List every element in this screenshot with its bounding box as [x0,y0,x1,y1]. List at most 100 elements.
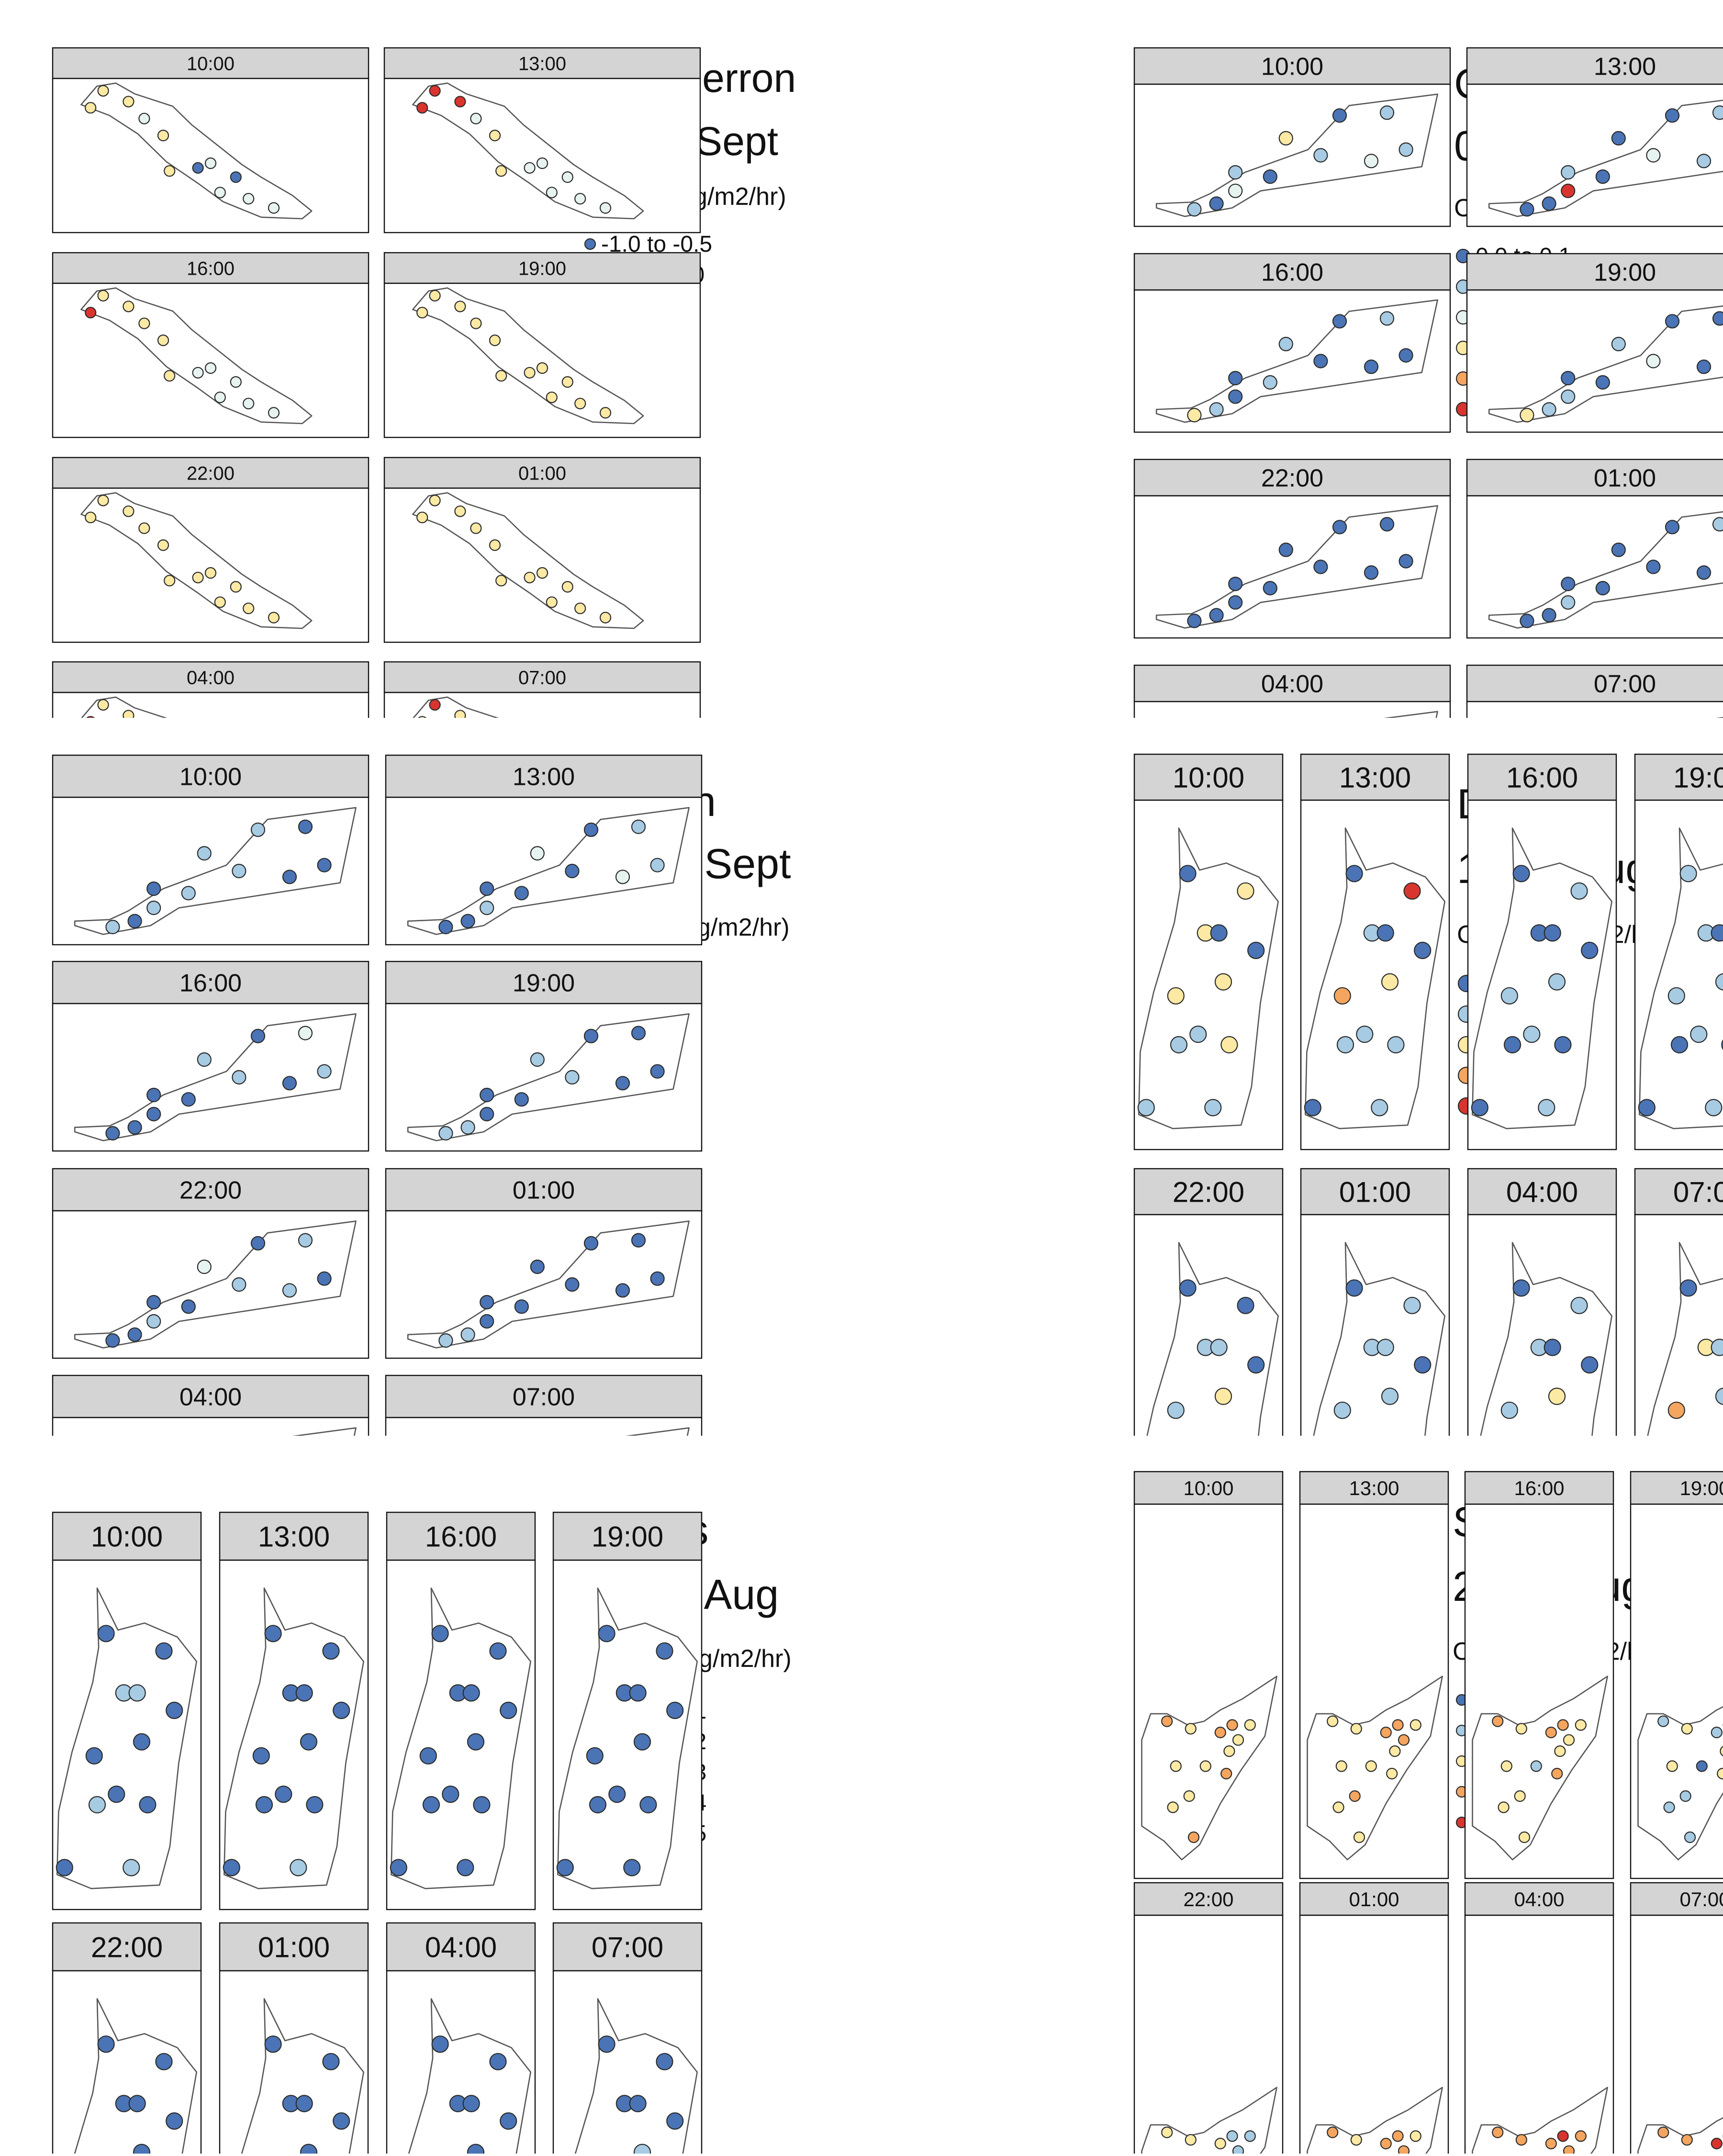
flux-point [1404,883,1421,899]
flux-point [599,1625,615,1642]
flux-point [439,1127,452,1140]
flux-point [480,1296,493,1309]
flux-point [85,512,96,523]
facet-panel: 19:00 [1635,754,1723,1150]
facet-time-label: 22:00 [1183,1888,1233,1910]
flux-point [106,920,119,934]
flux-point [1187,202,1201,216]
flux-point [147,1296,160,1309]
flux-point [251,1237,265,1250]
flux-point [1371,1099,1387,1116]
flux-point [1382,1388,1398,1405]
flux-point [391,1859,407,1876]
map-panel [1465,1915,1613,2154]
flux-point [205,568,216,578]
flux-point [1334,1402,1351,1419]
flux-point [531,1053,544,1066]
flux-point [106,1334,119,1347]
map-panel [384,78,700,233]
flux-point [537,363,548,373]
flux-point [1227,2131,1238,2141]
flux-point [299,1027,312,1040]
map-panel [553,1560,702,1910]
facet-panel: 13:00 [220,1512,368,1910]
flux-point [1667,1761,1678,1771]
flux-point [1399,555,1413,568]
facet-time-label: 13:00 [513,763,575,791]
flux-point [1245,1720,1255,1730]
flux-point [333,1702,349,1719]
map-panel [1468,1215,1616,1436]
facet-time-label: 13:00 [1594,53,1656,81]
flux-point [557,1859,573,1876]
facet-time-label: 01:00 [1349,1888,1399,1910]
flux-point [565,1071,579,1084]
facet-panel: 19:00 [386,961,702,1151]
map-panel [1134,1915,1283,2154]
flux-point [651,859,664,872]
facet-time-label: 13:00 [1349,1477,1399,1499]
flux-point [123,710,134,718]
pane-catfish-0607: Catfish 06-07 Sept CO2 flux (g/m2/hr) 0.… [862,0,1723,718]
flux-point [182,886,195,900]
flux-point [1229,596,1242,609]
flux-point [129,2095,145,2111]
facet-time-label: 04:00 [187,667,235,688]
flux-point [1377,925,1394,941]
facet-panel: 01:00 [1467,459,1723,638]
flux-point [1387,1768,1397,1779]
flux-point [1561,371,1575,385]
flux-point [1513,865,1530,882]
flux-point [1221,1768,1231,1779]
flux-point [1346,1280,1363,1296]
flux-point [1680,1791,1691,1801]
flux-point [439,920,452,934]
flux-point [1377,1339,1394,1355]
flux-point [1697,360,1711,373]
flux-point [1187,408,1201,422]
facet-time-label: 10:00 [187,53,235,74]
flux-point [1221,1037,1237,1053]
flux-point [1215,1727,1226,1738]
flux-point [432,2036,448,2052]
flux-point [139,1797,156,1813]
flux-point [1501,1761,1512,1771]
facet-time-label: 13:00 [258,1521,330,1553]
facet-panel: 07:00 [1635,1169,1723,1436]
facet-time-label: 16:00 [1506,762,1578,794]
flux-point [182,1093,195,1106]
flux-point [256,1797,272,1813]
flux-point [1337,1037,1354,1053]
flux-point [1186,2134,1196,2145]
facet-time-label: 10:00 [179,763,242,791]
flux-point [251,823,265,837]
flux-point [265,2036,281,2052]
map-panel [1301,1215,1449,1436]
pane-deans-3031: Deans 30-31 Aug CO2 flux (g/m2/hr) 0.0 t… [0,1436,862,2154]
flux-point [1552,1768,1562,1779]
flux-point [1350,1791,1360,1801]
flux-point [164,166,175,176]
flux-point [525,163,535,173]
flux-point [651,1065,664,1078]
flux-point [1713,312,1723,325]
flux-point [198,847,211,860]
flux-point [630,2095,646,2111]
flux-point [1697,1761,1707,1771]
map-panel [1134,1504,1283,1878]
flux-point [123,506,134,516]
flux-point [1646,149,1660,162]
flux-point [1314,355,1327,368]
flux-point [525,572,535,583]
facet-time-label: 10:00 [1173,762,1244,794]
facet-time-label: 19:00 [513,970,575,997]
flux-point [640,1797,656,1813]
flux-point [1697,566,1711,579]
flux-point [1713,517,1723,531]
flux-point [139,113,149,124]
flux-point [85,307,96,318]
flux-point [1680,865,1697,882]
map-panel [1631,1504,1723,1878]
facet-panel: 22:00 [53,1923,201,2154]
flux-point [468,1734,484,1750]
